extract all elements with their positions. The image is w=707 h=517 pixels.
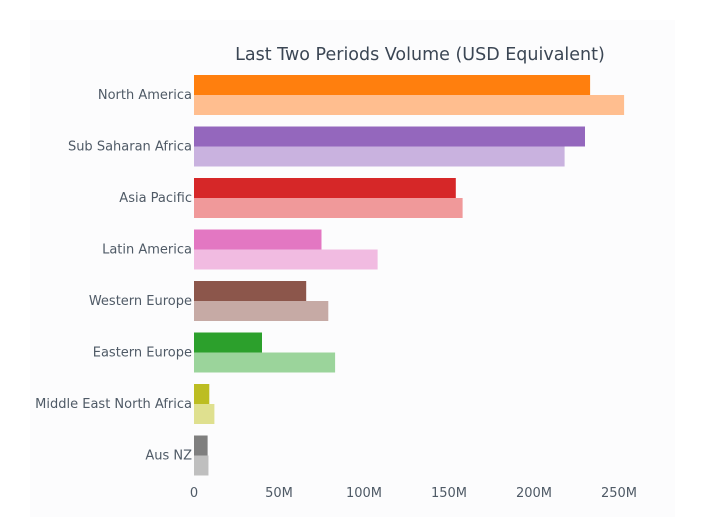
category-label: Western Europe	[89, 294, 192, 309]
x-tick-label: 100M	[346, 486, 382, 501]
bar-latin-america-1[interactable]	[194, 229, 322, 250]
category-label: Middle East North Africa	[35, 397, 192, 412]
category-label: Eastern Europe	[93, 346, 192, 361]
bar-aus-nz-1[interactable]	[194, 435, 208, 456]
category-label: Aus NZ	[145, 449, 192, 464]
category-label: North America	[98, 88, 192, 103]
bar-middle-east-north-africa-1[interactable]	[194, 384, 210, 404]
bar-eastern-europe-2[interactable]	[194, 352, 336, 373]
bar-sub-saharan-africa-1[interactable]	[194, 126, 585, 147]
bars-layer	[194, 75, 625, 476]
x-tick-label: 50M	[265, 486, 293, 501]
x-tick-label: 150M	[431, 486, 467, 501]
bar-chart: Last Two Periods Volume (USD Equivalent)…	[35, 45, 637, 501]
x-axis-ticks: 0 50M 100M 150M 200M 250M	[190, 486, 637, 501]
x-tick-label: 250M	[601, 486, 637, 501]
x-tick-label: 0	[190, 486, 198, 501]
category-label: Sub Saharan Africa	[68, 140, 192, 155]
x-tick-label: 200M	[516, 486, 552, 501]
bar-north-america-1[interactable]	[194, 75, 591, 95]
bar-western-europe-2[interactable]	[194, 301, 329, 321]
chart-title: Last Two Periods Volume (USD Equivalent)	[235, 45, 605, 65]
bar-western-europe-1[interactable]	[194, 281, 307, 301]
bar-aus-nz-2[interactable]	[194, 455, 209, 476]
category-labels: North America Sub Saharan Africa Asia Paci…	[35, 88, 192, 464]
category-label: Latin America	[102, 243, 192, 258]
bar-asia-pacific-2[interactable]	[194, 198, 463, 218]
bar-middle-east-north-africa-2[interactable]	[194, 404, 215, 424]
bar-north-america-2[interactable]	[194, 95, 625, 115]
category-label: Asia Pacific	[119, 191, 192, 206]
bar-asia-pacific-1[interactable]	[194, 178, 456, 198]
bar-eastern-europe-1[interactable]	[194, 332, 262, 353]
chart-panel: Last Two Periods Volume (USD Equivalent)…	[30, 20, 675, 517]
bar-latin-america-2[interactable]	[194, 249, 378, 270]
bar-sub-saharan-africa-2[interactable]	[194, 146, 565, 167]
